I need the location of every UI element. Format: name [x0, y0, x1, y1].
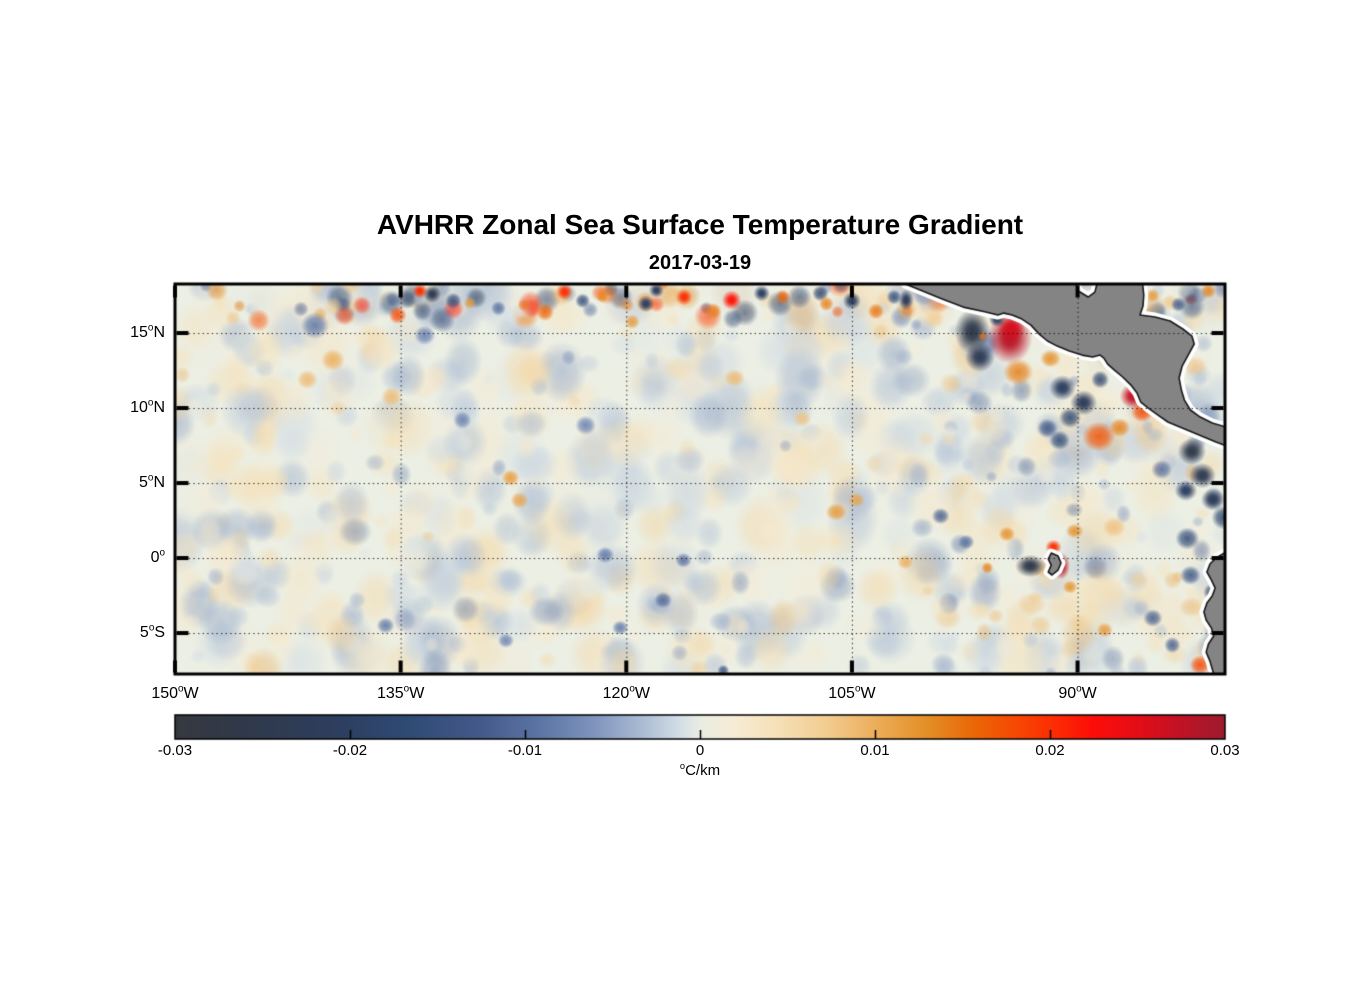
y-tick-label-1: 10oN — [130, 397, 165, 417]
colorbar-unit-label: oC/km — [679, 761, 721, 779]
colorbar-tick-label-2: -0.01 — [507, 742, 543, 759]
y-tick-label-3: 0o — [150, 547, 165, 567]
colorbar-tick-label-4: 0.01 — [860, 742, 890, 759]
x-tick-label-3: 105oW — [828, 683, 876, 702]
y-tick-label-0: 15oN — [130, 322, 165, 342]
x-tick-label-1: 135oW — [376, 683, 425, 702]
y-tick-label-4: 5oS — [139, 622, 165, 642]
colorbar-tick-label-5: 0.02 — [1035, 742, 1065, 759]
colorbar-tick-label-3: 0 — [695, 742, 705, 759]
chart-date-subtitle: 2017-03-19 — [648, 252, 752, 274]
colorbar-tick-label-6: 0.03 — [1210, 742, 1240, 759]
colorbar-tick-label-1: -0.02 — [332, 742, 368, 759]
x-tick-label-0: 150oW — [151, 683, 199, 702]
y-tick-label-2: 5oN — [139, 472, 165, 492]
x-tick-label-4: 90oW — [1058, 683, 1097, 702]
chart-title: AVHRR Zonal Sea Surface Temperature Grad… — [376, 209, 1024, 240]
x-tick-label-2: 120oW — [602, 683, 650, 702]
colorbar-tick-label-0: -0.03 — [157, 742, 193, 759]
